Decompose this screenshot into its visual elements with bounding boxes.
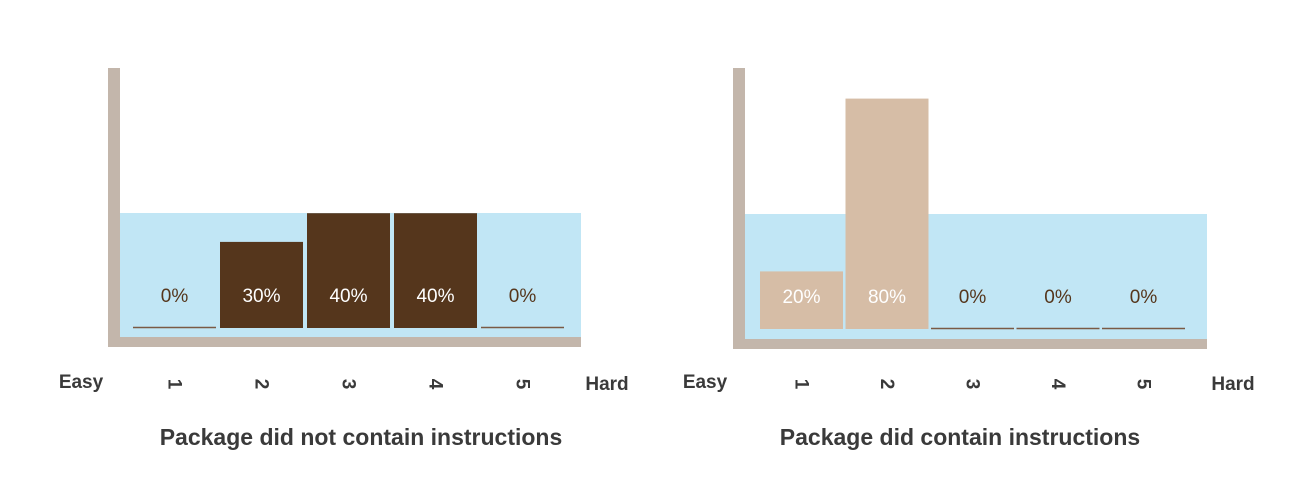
chart2-tick-label-3: 3: [962, 379, 983, 390]
chart1-value-label-4: 40%: [416, 286, 454, 307]
chart2-hard-label: Hard: [1211, 374, 1254, 395]
chart2-x-axis: [733, 339, 1207, 349]
chart1-value-label-3: 40%: [329, 286, 367, 307]
chart2-value-label-4: 0%: [1044, 287, 1072, 308]
chart1-value-label-5: 0%: [509, 286, 537, 307]
chart2-title: Package did contain instructions: [780, 424, 1140, 450]
chart1-y-axis: [108, 68, 120, 347]
chart1-hard-label: Hard: [585, 374, 628, 395]
chart1-tick-label-4: 4: [425, 379, 446, 390]
chart1-tick-label-5: 5: [512, 379, 533, 390]
chart2-value-label-1: 20%: [782, 287, 820, 308]
chart2-bar-2: [845, 98, 929, 329]
chart1-x-axis: [108, 337, 581, 347]
chart1-value-label-2: 30%: [242, 286, 280, 307]
chart2-tick-label-4: 4: [1047, 379, 1068, 390]
chart1-tick-label-1: 1: [164, 379, 185, 390]
chart2-tick-label-5: 5: [1133, 379, 1154, 390]
chart2-bar-1: [760, 271, 843, 329]
chart1-bar-4: [394, 213, 477, 328]
chart2-y-axis: [733, 68, 745, 349]
chart1-value-label-1: 0%: [161, 286, 189, 307]
chart1-easy-label: Easy: [59, 372, 104, 393]
chart1-title: Package did not contain instructions: [160, 424, 563, 450]
chart2-tick-label-2: 2: [876, 379, 897, 390]
chart2-value-label-2: 80%: [868, 287, 906, 308]
chart1-bar-3: [307, 213, 390, 328]
chart2-easy-label: Easy: [683, 372, 728, 393]
chart2-value-label-5: 0%: [1130, 287, 1158, 308]
chart1-tick-label-2: 2: [251, 379, 272, 390]
chart1-bar-2: [220, 241, 303, 328]
chart2-value-label-3: 0%: [959, 287, 987, 308]
chart2-tick-label-1: 1: [791, 379, 812, 390]
chart1-tick-label-3: 3: [338, 379, 359, 390]
